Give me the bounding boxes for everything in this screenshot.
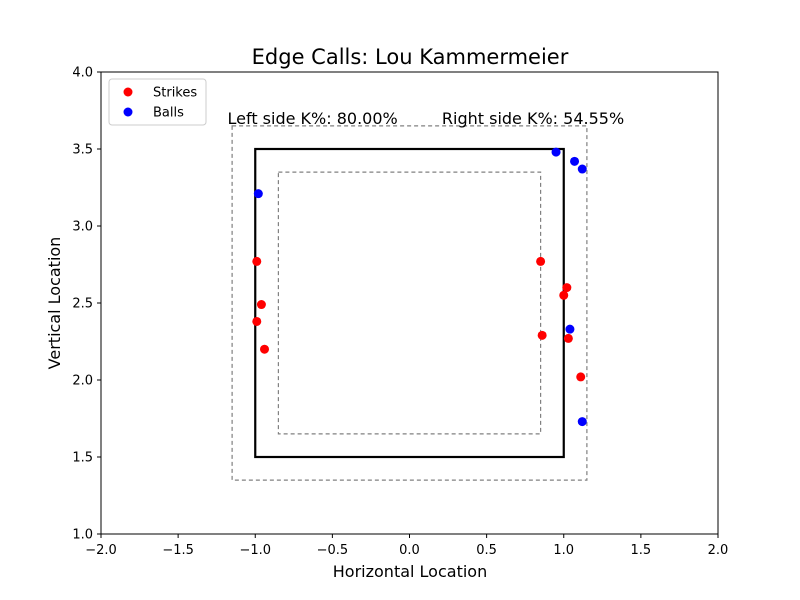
legend: Strikes Balls — [108, 78, 207, 126]
x-tick-label: 0.5 — [476, 543, 497, 558]
strikes-point-5 — [536, 256, 546, 266]
k-percent-annotation-1: Left side K%: 80.00% — [227, 109, 397, 128]
inner-edge-box — [277, 171, 542, 435]
plot-area — [231, 125, 588, 481]
legend-label-balls: Balls — [153, 106, 184, 121]
balls-point-2 — [551, 147, 561, 157]
x-tick-label: −1.0 — [239, 543, 271, 558]
balls-point-4 — [577, 164, 587, 174]
legend-label-strikes: Strikes — [153, 86, 197, 101]
legend-marker-strikes — [123, 87, 133, 97]
strikes-point-6 — [562, 283, 572, 293]
strikes-point-7 — [559, 290, 569, 300]
x-tick-label: 0.0 — [399, 543, 420, 558]
x-tick-label: 1.0 — [553, 543, 574, 558]
axis-ticks: −2.0 −1.5 −1.0 −0.5 0.0 0.5 1.0 1.5 2.0 1.0 1.5 2.0… — [72, 66, 728, 559]
balls-point-5 — [565, 324, 575, 334]
legend-box — [108, 78, 207, 126]
strikes-point-2 — [256, 300, 266, 310]
strikes-point-4 — [260, 344, 270, 354]
y-tick-label: 3.5 — [72, 143, 93, 158]
y-tick-label: 2.5 — [72, 297, 93, 312]
strike-zone-box — [254, 147, 565, 459]
y-tick-label: 3.0 — [72, 220, 93, 235]
y-tick-label: 4.0 — [72, 66, 93, 81]
outer-edge-box — [231, 125, 588, 481]
strikes-point-1 — [252, 256, 262, 266]
x-tick-label: −0.5 — [317, 543, 349, 558]
strikes-point-3 — [252, 316, 262, 326]
y-tick-label: 1.5 — [72, 451, 93, 466]
k-percent-annotation-2: Right side K%: 54.55% — [442, 109, 624, 128]
x-tick-label: −1.5 — [162, 543, 194, 558]
strikes-point-9 — [563, 333, 573, 343]
strikes-point-8 — [537, 330, 547, 340]
x-tick-label: 2.0 — [708, 543, 729, 558]
y-axis-label: Vertical Location — [45, 237, 64, 370]
balls-point-3 — [570, 156, 580, 166]
balls-point-6 — [577, 417, 587, 427]
x-axis-label: Horizontal Location — [333, 562, 487, 581]
x-tick-label: −2.0 — [85, 543, 117, 558]
y-tick-label: 2.0 — [72, 374, 93, 389]
y-tick-label: 1.0 — [72, 528, 93, 543]
series-balls — [253, 147, 587, 427]
annotations: Left side K%: 80.00% Right side K%: 54.55… — [227, 109, 624, 128]
chart-title: Edge Calls: Lou Kammermeier — [252, 45, 569, 69]
x-tick-label: 1.5 — [631, 543, 652, 558]
balls-point-1 — [253, 189, 263, 199]
series-strikes — [252, 256, 586, 382]
legend-marker-balls — [123, 107, 133, 117]
strikes-point-10 — [576, 372, 586, 382]
